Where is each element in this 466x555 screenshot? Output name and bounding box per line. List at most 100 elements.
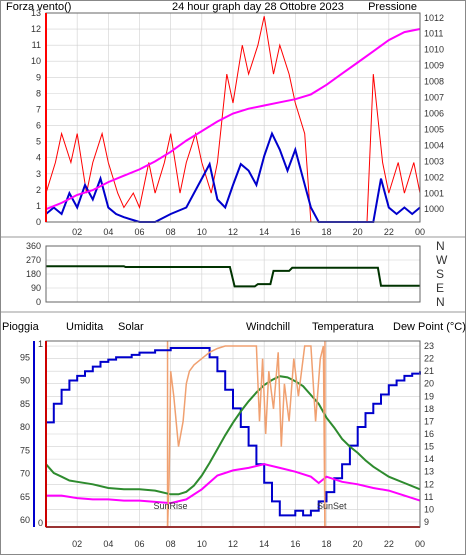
y-tick-label: 180 xyxy=(26,269,41,279)
x-tick-label: 04 xyxy=(103,227,113,237)
y-tick-label: 10 xyxy=(31,56,41,66)
y2-tick-label: 1010 xyxy=(424,45,444,55)
series-temperature-line xyxy=(45,375,421,496)
x-tick-label: 18 xyxy=(321,539,331,549)
x-tick-label: 14 xyxy=(259,539,269,549)
y-tick-label: 8 xyxy=(36,88,41,98)
y2-tick-label: 1002 xyxy=(424,172,444,182)
x-tick-label: 00 xyxy=(415,539,425,549)
temperature-tick-label: 17 xyxy=(424,416,434,426)
humidity-tick-label: 80 xyxy=(20,422,30,432)
series-humidity-line xyxy=(46,347,421,517)
rain-tick-label: 1 xyxy=(38,339,43,349)
compass-label: N xyxy=(436,295,445,309)
humidity-temperature-chart: Pioggia Umidita Solar Windchill Temperat… xyxy=(2,321,466,549)
y-tick-label: 360 xyxy=(26,241,41,251)
plot-border xyxy=(45,245,421,303)
y-tick-label: 1 xyxy=(36,201,41,211)
sunrise-label: SunRise xyxy=(154,501,188,511)
x-tick-label: 22 xyxy=(384,539,394,549)
axes: 360 N 270 W 180 S 90 E 0 N xyxy=(26,239,448,309)
x-tick-label: 20 xyxy=(353,227,363,237)
x-tick-label: 02 xyxy=(72,227,82,237)
y2-tick-label: 1004 xyxy=(424,140,444,150)
temperature-tick-label: 12 xyxy=(424,479,434,489)
humidity-tick-label: 75 xyxy=(20,445,30,455)
y2-tick-label: 1012 xyxy=(424,13,444,23)
solar-legend: Solar xyxy=(118,321,144,333)
y-tick-label: 9 xyxy=(36,72,41,82)
temperature-tick-label: 21 xyxy=(424,366,434,376)
series-pressure-line xyxy=(45,28,421,211)
y2-tick-label: 1008 xyxy=(424,77,444,87)
humidity-legend: Umidita xyxy=(66,321,104,333)
temperature-tick-label: 14 xyxy=(424,454,434,464)
temperature-tick-label: 20 xyxy=(424,379,434,389)
y-tick-label: 0 xyxy=(36,217,41,227)
axes: 0123456789101112131000100110021003100410… xyxy=(31,8,444,237)
x-tick-label: 20 xyxy=(353,539,363,549)
y-tick-label: 7 xyxy=(36,104,41,114)
compass-label: S xyxy=(436,267,444,281)
y-tick-label: 12 xyxy=(31,24,41,34)
y-tick-label: 6 xyxy=(36,121,41,131)
x-tick-label: 12 xyxy=(228,227,238,237)
y-tick-label: 11 xyxy=(32,40,41,50)
y-tick-label: 5 xyxy=(36,137,41,147)
temperature-tick-label: 9 xyxy=(424,517,429,527)
series-group xyxy=(46,265,420,288)
axes: 9101112131415161718192021222360657075808… xyxy=(20,339,434,549)
x-tick-label: 04 xyxy=(103,539,113,549)
temperature-tick-label: 11 xyxy=(424,492,433,502)
x-tick-label: 00 xyxy=(415,227,425,237)
y2-tick-label: 1001 xyxy=(424,188,444,198)
y-tick-label: 2 xyxy=(36,185,41,195)
temperature-tick-label: 18 xyxy=(424,404,434,414)
series-dewpoint-line xyxy=(46,463,421,505)
y-tick-label: 13 xyxy=(31,8,41,18)
sunset-label: SunSet xyxy=(317,501,347,511)
temperature-tick-label: 19 xyxy=(424,391,434,401)
y2-tick-label: 1009 xyxy=(424,61,444,71)
series-solar-line xyxy=(166,345,326,528)
humidity-tick-label: 70 xyxy=(20,469,30,479)
humidity-tick-label: 90 xyxy=(20,376,30,386)
temperature-tick-label: 23 xyxy=(424,341,434,351)
y2-tick-label: 1011 xyxy=(424,29,443,39)
humidity-tick-label: 95 xyxy=(20,352,30,362)
x-tick-label: 18 xyxy=(321,227,331,237)
y2-tick-label: 1006 xyxy=(424,109,444,119)
rain-tick-label: 0 xyxy=(38,518,43,528)
x-tick-label: 16 xyxy=(290,539,300,549)
x-tick-label: 16 xyxy=(290,227,300,237)
x-tick-label: 08 xyxy=(166,227,176,237)
x-tick-label: 06 xyxy=(134,227,144,237)
x-tick-label: 22 xyxy=(384,227,394,237)
chart-title: 24 hour graph day 28 Ottobre 2023 xyxy=(172,1,344,13)
wind-label: Forza vento() xyxy=(6,1,71,13)
x-tick-label: 12 xyxy=(228,539,238,549)
temperature-legend: Temperatura xyxy=(312,321,375,333)
y2-tick-label: 1005 xyxy=(424,124,444,134)
temperature-tick-label: 15 xyxy=(424,442,434,452)
pressure-label: Pressione xyxy=(368,1,417,13)
temperature-tick-label: 13 xyxy=(424,467,434,477)
x-tick-label: 10 xyxy=(197,227,207,237)
windchill-legend: Windchill xyxy=(246,321,290,333)
grid xyxy=(46,12,421,223)
dewpoint-legend: Dew Point (°C) xyxy=(393,321,466,333)
y-tick-label: 4 xyxy=(36,153,41,163)
y2-tick-label: 1000 xyxy=(424,204,444,214)
y-tick-label: 0 xyxy=(36,297,41,307)
x-tick-label: 08 xyxy=(166,539,176,549)
temperature-tick-label: 10 xyxy=(424,504,434,514)
y-tick-label: 90 xyxy=(31,283,41,293)
humidity-tick-label: 85 xyxy=(20,399,30,409)
compass-label: E xyxy=(436,281,444,295)
humidity-tick-label: 60 xyxy=(20,515,30,525)
temperature-tick-label: 22 xyxy=(424,354,434,364)
x-tick-label: 10 xyxy=(197,539,207,549)
x-tick-label: 06 xyxy=(134,539,144,549)
compass-label: N xyxy=(436,239,445,253)
